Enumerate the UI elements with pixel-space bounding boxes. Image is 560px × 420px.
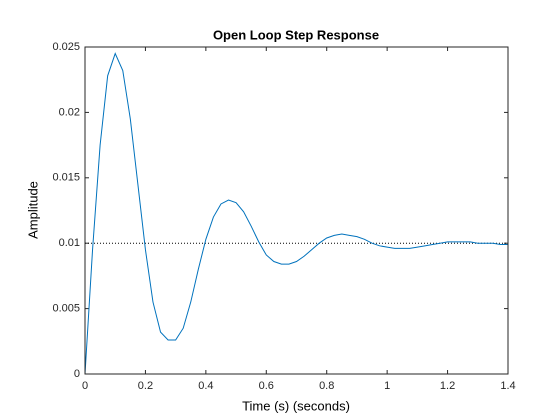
x-tick-label: 0.8 [319,380,334,392]
x-tick-label: 1.4 [500,380,515,392]
y-tick-label: 0 [74,368,80,380]
y-tick-label: 0.01 [59,237,80,249]
y-axis-label: Amplitude [25,181,40,239]
y-tick-label: 0.025 [52,41,80,53]
x-tick-label: 0.6 [259,380,274,392]
x-tick-label: 0.4 [198,380,213,392]
x-tick-label: 0.2 [138,380,153,392]
x-tick-label: 0 [82,380,88,392]
y-tick-label: 0.02 [59,106,80,118]
response-line [84,52,508,375]
x-tick-label: 1 [384,380,390,392]
x-tick-label: 1.2 [440,380,455,392]
plot-frame [84,46,509,375]
y-tick-label: 0.005 [52,303,80,315]
chart-title: Open Loop Step Response [213,27,379,42]
y-tick-label: 0.015 [52,172,80,184]
x-axis-label: Time (s) (seconds) [242,398,350,413]
